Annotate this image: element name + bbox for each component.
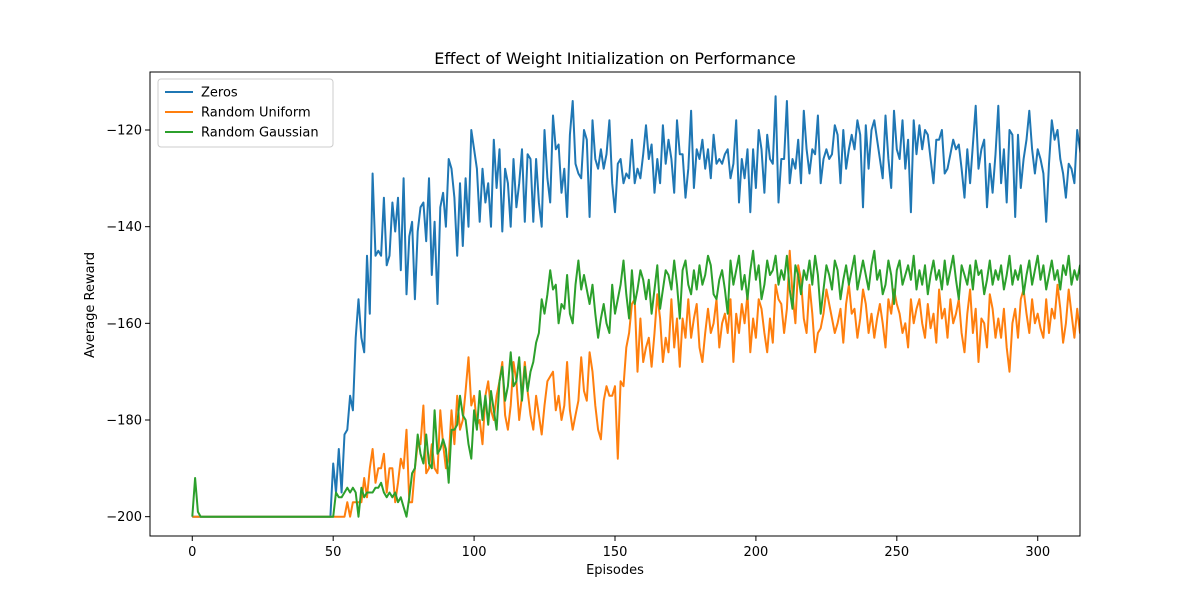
x-tick-label: 300 [1025, 545, 1050, 560]
x-tick-label: 0 [188, 545, 196, 560]
y-tick-label: −140 [106, 220, 142, 235]
series-line-3 [191, 249, 1080, 518]
y-tick-label: −160 [106, 317, 142, 332]
x-axis-label: Episodes [586, 563, 644, 578]
plot-frame [149, 71, 1081, 537]
x-tick-label: 100 [462, 545, 487, 560]
y-tick-label: −180 [106, 414, 142, 429]
legend-entry: Zeros [201, 86, 238, 101]
y-tick-label: −120 [106, 124, 142, 139]
chart-title: Effect of Weight Initialization on Perfo… [434, 49, 796, 68]
x-tick-label: 150 [603, 545, 628, 560]
x-axis-ticks: 0 50 100 150 200 250 300 [188, 536, 1050, 560]
x-tick-label: 200 [743, 545, 768, 560]
y-tick-label: −200 [106, 510, 142, 525]
series-line-2 [192, 249, 1080, 518]
legend-box [157, 78, 334, 148]
legend-entry: Random Uniform [201, 106, 311, 121]
x-tick-label: 250 [884, 545, 909, 560]
legend: Zeros Random Uniform Random Gaussian [157, 78, 334, 148]
x-tick-label: 50 [325, 545, 342, 560]
series-line-1 [192, 95, 1080, 518]
y-axis-ticks: −200 −180 −160 −140 −120 [106, 124, 150, 525]
y-axis-label: Average Reward [83, 252, 98, 358]
legend-entry: Random Gaussian [201, 126, 319, 141]
plot-area [191, 95, 1080, 518]
